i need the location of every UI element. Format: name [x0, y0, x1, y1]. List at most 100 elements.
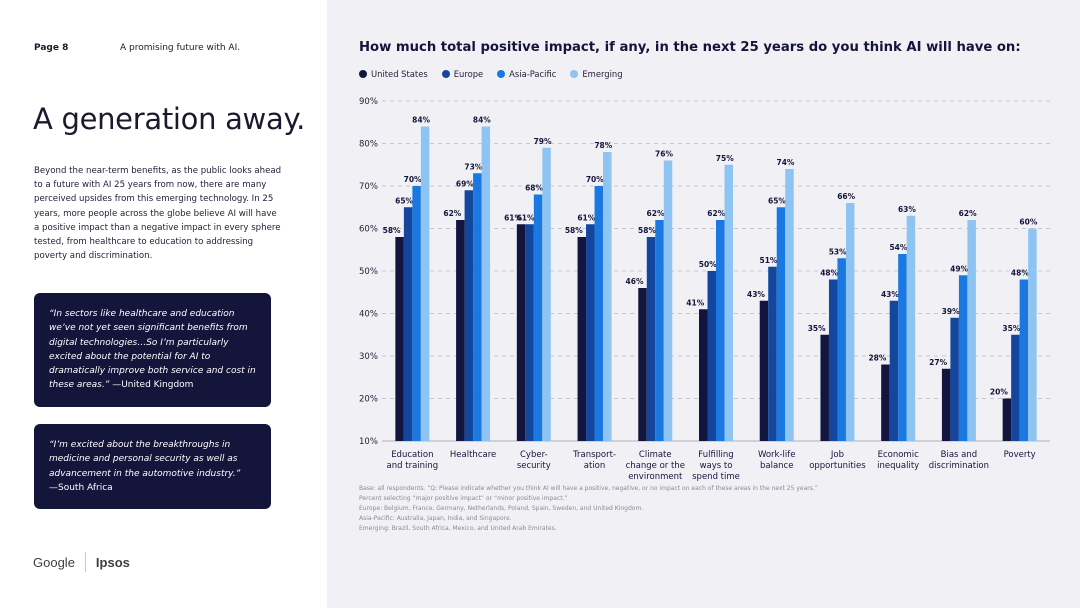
- y-tick-label: 50%: [359, 267, 378, 277]
- data-label: 73%: [464, 162, 482, 171]
- data-label: 69%: [456, 179, 474, 188]
- data-label: 35%: [808, 324, 826, 333]
- data-label: 62%: [707, 209, 725, 218]
- data-label: 61%: [504, 213, 522, 222]
- data-label: 43%: [881, 290, 899, 299]
- page-number: Page 8: [34, 43, 69, 53]
- footnote-line: Base: all respondents. “Q: Please indica…: [359, 485, 818, 492]
- data-label: 60%: [1019, 218, 1037, 227]
- google-logo: Google: [33, 554, 75, 570]
- data-label: 54%: [889, 243, 907, 252]
- bar-europe: [828, 279, 838, 441]
- data-label: 84%: [473, 116, 491, 125]
- data-label: 35%: [1002, 324, 1020, 333]
- x-tick-label: opportunities: [809, 461, 866, 471]
- x-tick-label: environment: [628, 472, 683, 482]
- bar-europe: [586, 224, 595, 441]
- bar-united-states: [759, 300, 769, 441]
- y-tick-label: 90%: [359, 97, 378, 107]
- bar-europe: [464, 190, 474, 441]
- data-label: 49%: [950, 264, 968, 273]
- bar-united-states: [1002, 398, 1012, 441]
- bar-united-states: [820, 334, 829, 441]
- x-tick-label: Fulfilling: [698, 450, 733, 460]
- x-tick-label: spend time: [692, 472, 740, 482]
- bar-united-states: [941, 368, 951, 441]
- bar-emerging: [1028, 228, 1037, 441]
- x-tick-label: balance: [760, 461, 793, 471]
- bar-emerging: [481, 126, 491, 441]
- data-label: 84%: [412, 116, 430, 125]
- footnote-line: Emerging: Brazil, South Africa, Mexico, …: [359, 525, 557, 532]
- bar-europe: [403, 207, 413, 441]
- legend-label: Emerging: [582, 69, 623, 79]
- x-tick-label: change or the: [626, 461, 685, 471]
- x-tick-label: Poverty: [1004, 450, 1036, 460]
- data-label: 48%: [1011, 269, 1029, 278]
- legend-swatch: [497, 70, 506, 78]
- data-label: 43%: [747, 290, 765, 299]
- legend-item-asia-pacific: Asia-Pacific: [497, 69, 556, 79]
- data-label: 20%: [990, 388, 1008, 397]
- legend-item-emerging: Emerging: [570, 69, 623, 79]
- x-tick-label: Economic: [878, 450, 919, 460]
- data-label: 58%: [565, 226, 583, 235]
- footnote-line: Asia-Pacific: Australia, Japan, India, a…: [359, 515, 512, 522]
- bar-united-states: [456, 220, 465, 441]
- y-tick-label: 80%: [359, 140, 378, 150]
- footnote-line: Percent selecting “major positive impact…: [359, 495, 568, 502]
- bar-united-states: [881, 364, 890, 441]
- bar-united-states: [699, 309, 708, 441]
- bar-emerging: [603, 152, 612, 441]
- legend-label: United States: [371, 69, 428, 79]
- bar-europe: [768, 266, 777, 441]
- data-label: 28%: [868, 354, 886, 363]
- data-label: 70%: [404, 175, 422, 184]
- data-label: 70%: [586, 175, 604, 184]
- bar-emerging: [845, 203, 855, 441]
- data-label: 46%: [626, 277, 644, 286]
- x-tick-label: Education: [391, 450, 433, 460]
- page-title: A generation away.: [33, 102, 306, 136]
- logo-divider: [84, 552, 86, 572]
- x-tick-label: Bias and: [941, 450, 978, 460]
- data-label: 63%: [898, 205, 916, 214]
- chart-title: How much total positive impact, if any, …: [359, 40, 1021, 55]
- data-label: 79%: [534, 137, 552, 146]
- data-label: 65%: [395, 196, 413, 205]
- data-label: 27%: [929, 358, 947, 367]
- bar-asia-pacific: [898, 254, 907, 441]
- y-tick-label: 20%: [359, 395, 378, 405]
- bar-emerging: [967, 220, 976, 441]
- x-tick-label: ways to: [700, 461, 733, 471]
- quote-card-uk: “In sectors like healthcare and educatio…: [34, 293, 271, 407]
- bar-asia-pacific: [655, 220, 664, 441]
- bar-united-states: [638, 288, 647, 441]
- x-tick-label: discrimination: [929, 461, 989, 471]
- y-tick-label: 10%: [359, 437, 378, 447]
- data-label: 75%: [716, 154, 734, 163]
- data-label: 62%: [443, 209, 461, 218]
- x-tick-label: Transport-: [572, 450, 616, 460]
- data-label: 39%: [942, 307, 960, 316]
- bar-asia-pacific: [837, 258, 846, 441]
- footer-logos: Google Ipsos: [33, 552, 130, 572]
- bar-europe: [707, 271, 716, 441]
- data-label: 58%: [638, 226, 656, 235]
- bar-asia-pacific: [1019, 279, 1029, 441]
- quote-card-south-africa: “I’m excited about the breakthroughs in …: [34, 424, 271, 509]
- y-tick-label: 70%: [359, 182, 378, 192]
- data-label: 41%: [686, 298, 704, 307]
- x-tick-label: and training: [387, 461, 439, 471]
- data-label: 53%: [829, 247, 847, 256]
- quote-text: “I’m excited about the breakthroughs in …: [49, 440, 241, 479]
- legend-label: Europe: [453, 69, 484, 79]
- chart-legend: United States Europe Asia-Pacific Emergi…: [359, 69, 623, 79]
- bar-emerging: [785, 169, 794, 441]
- x-tick-label: Healthcare: [450, 450, 496, 460]
- bar-asia-pacific: [533, 194, 543, 441]
- legend-swatch: [441, 70, 450, 78]
- bar-asia-pacific: [412, 186, 421, 441]
- x-tick-label: security: [517, 461, 551, 471]
- data-label: 62%: [647, 209, 665, 218]
